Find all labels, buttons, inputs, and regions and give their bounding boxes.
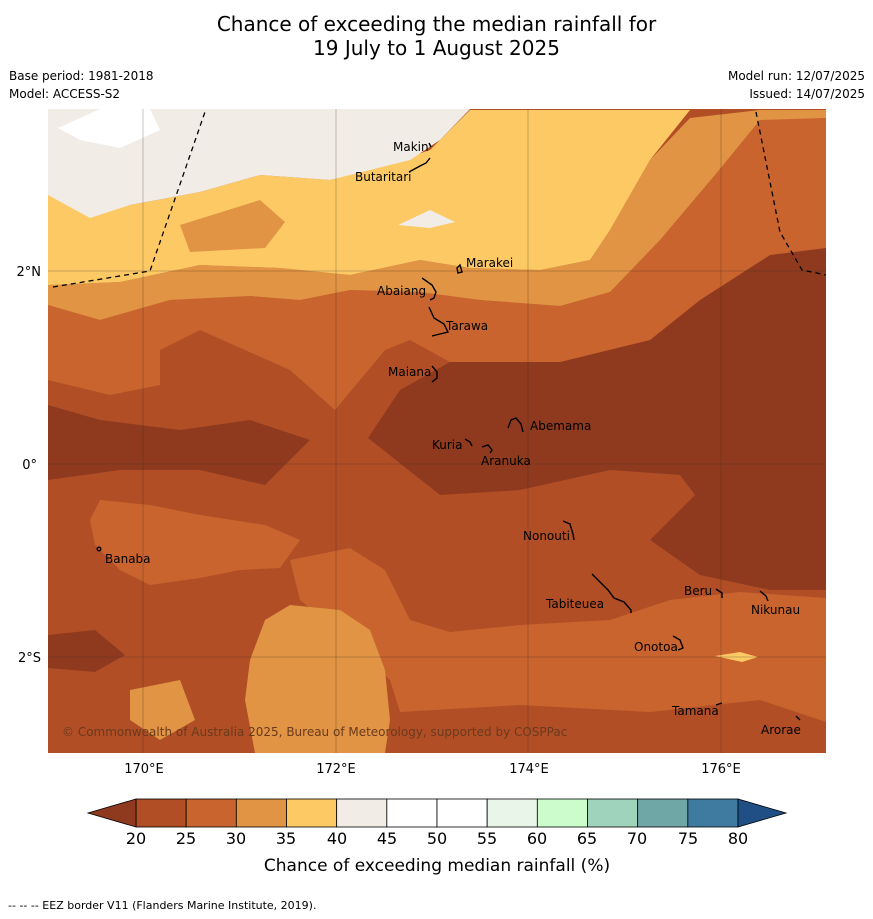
- x-tick-label: 176°E: [701, 762, 741, 777]
- band-40-45: [48, 109, 470, 218]
- colorbar-tick: 60: [527, 829, 547, 848]
- meta-left: Base period: 1981-2018 Model: ACCESS-S2: [9, 67, 154, 103]
- colorbar-over-arrow: [737, 798, 788, 828]
- rainfall-contours: [48, 109, 826, 753]
- band-30-35-south: [245, 605, 390, 753]
- band-below-20-west: [48, 405, 310, 485]
- place-label: Banaba: [105, 552, 151, 566]
- colorbar-tick: 40: [327, 829, 347, 848]
- place-label: Onotoa: [634, 640, 678, 654]
- place-label: Abemama: [530, 419, 591, 433]
- colorbar-cell: [386, 798, 438, 828]
- band-below-20-east: [368, 248, 826, 590]
- colorbar-cell: [436, 798, 488, 828]
- colorbar-ticks: 20 25 30 35 40 45 50 55 60 65 70 75 80: [126, 829, 748, 848]
- band-30-35-southwest: [130, 680, 195, 740]
- colorbar-cell: [587, 798, 639, 828]
- band-30-35-north: [48, 110, 826, 320]
- colorbar-cell: [286, 798, 338, 828]
- colorbar-tick: 75: [678, 829, 698, 848]
- colorbar-tick: 20: [126, 829, 146, 848]
- colorbar-tick: 25: [176, 829, 196, 848]
- issued-date: Issued: 14/07/2025: [749, 87, 865, 101]
- colorbar-tick: 50: [427, 829, 447, 848]
- colorbar-cell: [687, 798, 739, 828]
- colorbar-tick: 45: [377, 829, 397, 848]
- colorbar-tick: 55: [477, 829, 497, 848]
- gridlines: [48, 109, 826, 753]
- band-30-35-inset: [180, 200, 285, 252]
- place-label: Aranuka: [481, 454, 531, 468]
- place-label: Tabiteuea: [545, 597, 604, 611]
- meta-right: Model run: 12/07/2025 Issued: 14/07/2025: [728, 67, 865, 103]
- colorbar-cell: [336, 798, 388, 828]
- map-title: Chance of exceeding the median rainfall …: [0, 12, 873, 60]
- band-below-20-southwest: [48, 630, 125, 672]
- colorbar-label: Chance of exceeding median rainfall (%): [264, 856, 610, 876]
- y-tick-label: 2°S: [18, 651, 41, 666]
- colorbar-tick: 35: [276, 829, 296, 848]
- eez-footnote: -- -- -- EEZ border V11 (Flanders Marine…: [8, 899, 317, 912]
- x-tick-label: 174°E: [509, 762, 549, 777]
- y-axis-ticks: 2°N 0° 2°S: [17, 265, 42, 666]
- place-label: Kuria: [432, 438, 463, 452]
- band-25-30-south: [290, 548, 826, 722]
- band-25-30-southwest: [90, 500, 300, 585]
- place-label: Abaiang: [377, 284, 426, 298]
- band-40-45-islet: [398, 210, 455, 228]
- band-45-50-patch: [58, 109, 160, 148]
- colorbar-cells: [135, 798, 739, 828]
- band-25-30-north: [48, 118, 826, 410]
- place-labels: Makin Butaritari Marakei Abaiang Tarawa …: [105, 140, 801, 737]
- x-axis-ticks: 170°E 172°E 174°E 176°E: [124, 762, 741, 777]
- place-label: Marakei: [466, 256, 513, 270]
- place-label: Maiana: [388, 365, 431, 379]
- colorbar-cell: [135, 798, 187, 828]
- x-tick-label: 170°E: [124, 762, 164, 777]
- title-line-1: Chance of exceeding the median rainfall …: [216, 12, 657, 36]
- place-label: Nonouti: [523, 529, 570, 543]
- x-tick-label: 172°E: [316, 762, 356, 777]
- island-outlines: [96, 142, 801, 721]
- eez-border: [52, 109, 826, 288]
- place-label: Makin: [393, 140, 429, 154]
- band-40-45-small-south: [715, 652, 758, 662]
- colorbar-cell: [185, 798, 237, 828]
- colorbar-tick: 80: [728, 829, 748, 848]
- place-label: Nikunau: [751, 603, 800, 617]
- colorbar-tick: 65: [577, 829, 597, 848]
- place-label: Arorae: [761, 723, 801, 737]
- y-tick-label: 2°N: [17, 265, 42, 280]
- title-line-2: 19 July to 1 August 2025: [313, 36, 560, 60]
- base-period: Base period: 1981-2018: [9, 69, 154, 83]
- place-label: Tarawa: [445, 319, 488, 333]
- colorbar-tick: 30: [226, 829, 246, 848]
- place-label: Beru: [684, 584, 712, 598]
- y-tick-label: 0°: [22, 458, 37, 473]
- place-label: Tamana: [671, 704, 719, 718]
- copyright-notice: © Commonwealth of Australia 2025, Bureau…: [62, 725, 567, 739]
- colorbar-tick: 70: [627, 829, 647, 848]
- colorbar-cell: [536, 798, 588, 828]
- colorbar: 20 25 30 35 40 45 50 55 60 65 70 75 80 C…: [86, 798, 788, 876]
- colorbar-under-arrow: [86, 798, 137, 828]
- model-name: Model: ACCESS-S2: [9, 87, 121, 101]
- colorbar-cell: [235, 798, 287, 828]
- colorbar-cell: [637, 798, 689, 828]
- colorbar-cell: [486, 798, 538, 828]
- model-run: Model run: 12/07/2025: [727, 69, 865, 83]
- place-label: Butaritari: [355, 170, 412, 184]
